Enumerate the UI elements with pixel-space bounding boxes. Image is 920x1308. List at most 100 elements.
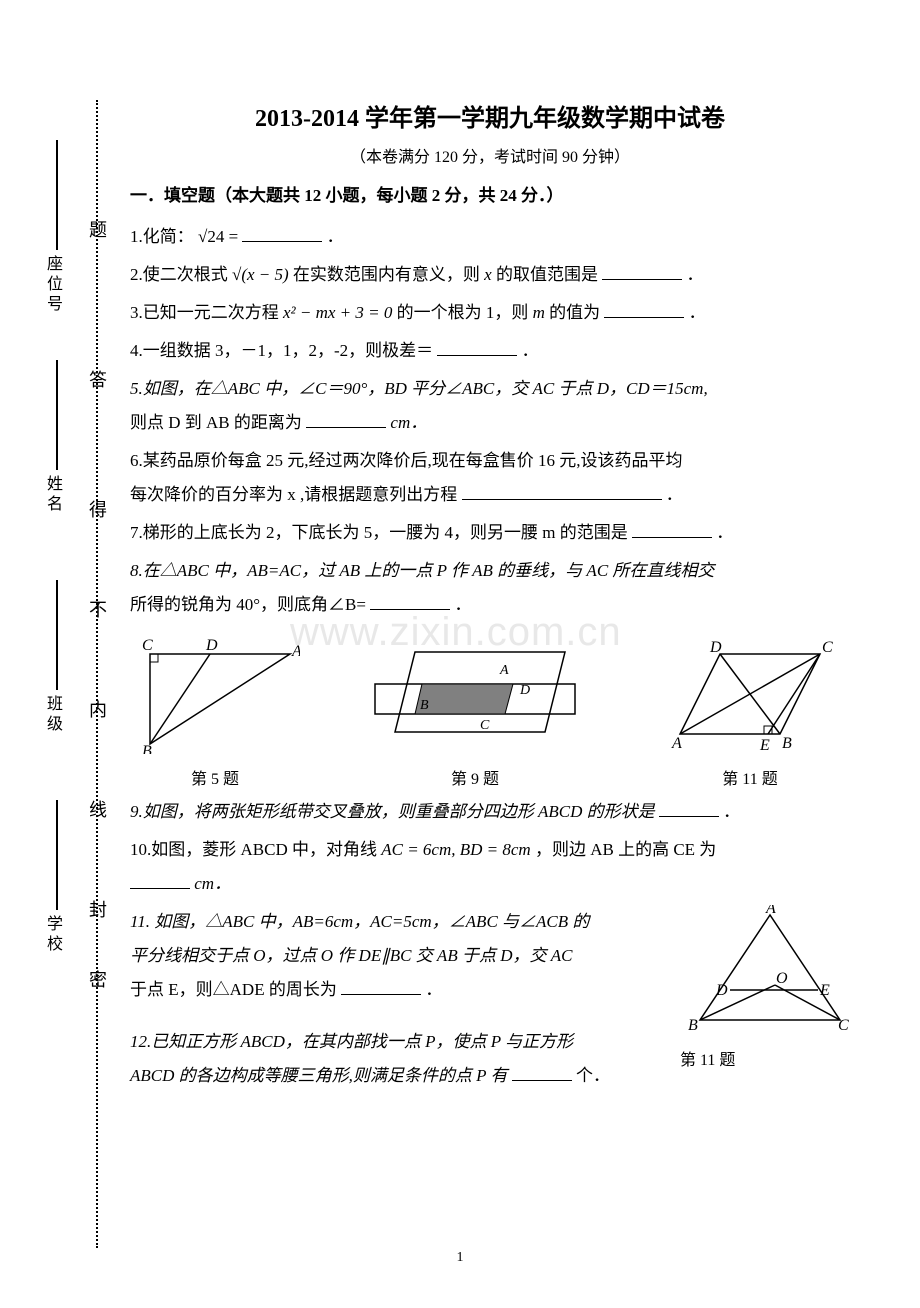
q1-before: 1.化简： <box>130 227 194 246</box>
seal-label-5: 线 <box>84 800 110 824</box>
svg-text:B: B <box>142 743 152 754</box>
q10-line2: cm． <box>194 874 231 893</box>
fig9-caption: 第 9 题 <box>365 765 585 789</box>
question-12: 12.已知正方形 ABCD，在其内部找一点 P，使点 P 与正方形 ABCD 的… <box>130 1025 850 1093</box>
figure-5-svg: C D A B <box>130 634 300 754</box>
q5-line2a: 则点 D 到 AB 的距离为 <box>130 413 302 432</box>
q10-before: 10.如图，菱形 ABCD 中，对角线 <box>130 840 381 859</box>
q3-tail: ． <box>689 303 706 322</box>
svg-text:E: E <box>759 737 770 754</box>
q8-blank[interactable] <box>370 593 450 610</box>
svg-text:D: D <box>205 637 218 654</box>
q3-after: 的值为 <box>549 303 600 322</box>
q2-mid: 在实数范围内有意义，则 <box>293 265 484 284</box>
q7-text: 7.梯形的上底长为 2，下底长为 5，一腰为 4，则另一腰 m 的范围是 <box>130 523 628 542</box>
q5-blank[interactable] <box>306 411 386 428</box>
binding-label-name: 姓名 <box>40 475 64 515</box>
svg-text:D: D <box>709 639 722 656</box>
question-9: 9.如图，将两张矩形纸带交叉叠放，则重叠部分四边形 ABCD 的形状是 ． <box>130 795 850 829</box>
figures-row: C D A B 第 5 题 A B C D 第 9 题 <box>130 634 850 789</box>
q11-line3a: 于点 E，则△ADE 的周长为 <box>130 980 337 999</box>
q2-blank[interactable] <box>602 263 682 280</box>
q3-blank[interactable] <box>604 301 684 318</box>
q12-blank[interactable] <box>512 1064 572 1081</box>
q8-line1: 8.在△ABC 中，AB=AC，过 AB 上的一点 P 作 AB 的垂线，与 A… <box>130 561 714 580</box>
q2-before: 2.使二次根式 <box>130 265 228 284</box>
question-6: 6.某药品原价每盒 25 元,经过两次降价后,现在每盒售价 16 元,设该药品平… <box>130 444 850 512</box>
page-number: 1 <box>457 1250 464 1266</box>
q3-var: m <box>533 303 545 322</box>
q4-tail: ． <box>522 341 539 360</box>
q11-tail: ． <box>425 980 442 999</box>
q3-before: 3.已知一元二次方程 <box>130 303 283 322</box>
question-10: 10.如图，菱形 ABCD 中，对角线 AC = 6cm, BD = 8cm ，… <box>130 833 850 901</box>
q2-var: x <box>484 265 492 284</box>
seal-label-4: 内 <box>84 700 110 724</box>
svg-text:A: A <box>671 735 682 752</box>
figure-5: C D A B 第 5 题 <box>130 634 300 789</box>
fig10-caption: 第 11 题 <box>650 765 850 789</box>
q8-tail: ． <box>454 595 471 614</box>
binding-label-seat: 座位号 <box>40 255 64 315</box>
q6-blank[interactable] <box>462 483 662 500</box>
q9-text: 9.如图，将两张矩形纸带交叉叠放，则重叠部分四边形 ABCD 的形状是 <box>130 802 655 821</box>
binding-label-school: 学校 <box>40 915 64 955</box>
svg-text:A: A <box>499 663 509 678</box>
svg-text:C: C <box>480 718 490 733</box>
seal-label-0: 题 <box>84 220 110 244</box>
q9-blank[interactable] <box>659 800 719 817</box>
q12-line2b: 个． <box>576 1066 610 1085</box>
main-content: 2013-2014 学年第一学期九年级数学期中试卷 （本卷满分 120 分，考试… <box>130 98 850 1097</box>
q10-expr: AC = 6cm, BD = 8cm <box>381 840 530 859</box>
q4-text: 4.一组数据 3，－1，1，2，-2，则极差＝ <box>130 341 433 360</box>
q3-expr: x² − mx + 3 = 0 <box>283 303 392 322</box>
q7-tail: ． <box>716 523 733 542</box>
q2-after: 的取值范围是 <box>496 265 598 284</box>
q2-expr: √(x − 5) <box>232 265 289 284</box>
q10-blank[interactable] <box>130 872 190 889</box>
q5-line2b: cm． <box>390 413 427 432</box>
q12-line1: 12.已知正方形 ABCD，在其内部找一点 P，使点 P 与正方形 <box>130 1032 573 1051</box>
figure-10-svg: A B C D E <box>650 634 850 754</box>
q1-after: ． <box>327 227 344 246</box>
svg-text:B: B <box>782 735 792 752</box>
seal-label-7: 密 <box>84 970 110 994</box>
q9-tail: ． <box>723 802 740 821</box>
q8-line2: 所得的锐角为 40°，则底角∠B= <box>130 595 366 614</box>
question-3: 3.已知一元二次方程 x² − mx + 3 = 0 的一个根为 1，则 m 的… <box>130 296 850 330</box>
dotted-fold-line <box>96 100 98 1248</box>
svg-text:C: C <box>142 637 153 654</box>
seal-label-6: 封 <box>84 900 110 924</box>
svg-text:A: A <box>291 643 300 660</box>
q11-line2: 平分线相交于点 O，过点 O 作 DE∥BC 交 AB 于点 D，交 AC <box>130 946 572 965</box>
q6-line2a: 每次降价的百分率为 x ,请根据题意列出方程 <box>130 485 457 504</box>
question-1: 1.化简： √24 = ． <box>130 220 850 254</box>
question-11: 11. 如图，△ABC 中，AB=6cm，AC=5cm，∠ABC 与∠ACB 的… <box>130 905 850 1007</box>
svg-text:B: B <box>420 698 429 713</box>
seal-label-1: 答 <box>84 370 110 394</box>
q12-line2a: ABCD 的各边构成等腰三角形,则满足条件的点 P 有 <box>130 1066 507 1085</box>
q4-blank[interactable] <box>437 339 517 356</box>
svg-text:D: D <box>519 683 530 698</box>
seal-label-3: 不 <box>84 600 110 624</box>
figure-9-svg: A B C D <box>365 634 585 754</box>
question-2: 2.使二次根式 √(x − 5) 在实数范围内有意义，则 x 的取值范围是 ． <box>130 258 850 292</box>
question-8: 8.在△ABC 中，AB=AC，过 AB 上的一点 P 作 AB 的垂线，与 A… <box>130 554 850 622</box>
q3-mid: 的一个根为 1，则 <box>397 303 533 322</box>
svg-text:C: C <box>822 639 833 656</box>
q6-tail: ． <box>666 485 683 504</box>
figure-9: A B C D 第 9 题 <box>365 634 585 789</box>
binding-label-class: 班级 <box>40 695 64 735</box>
exam-subtitle: （本卷满分 120 分，考试时间 90 分钟） <box>130 143 850 167</box>
q10-mid: ，则边 AB 上的高 CE 为 <box>535 840 716 859</box>
seal-label-2: 得 <box>84 500 110 524</box>
q1-blank[interactable] <box>242 225 322 242</box>
q7-blank[interactable] <box>632 521 712 538</box>
fig5-caption: 第 5 题 <box>130 765 300 789</box>
q11-line1: 11. 如图，△ABC 中，AB=6cm，AC=5cm，∠ABC 与∠ACB 的 <box>130 912 589 931</box>
q11-blank[interactable] <box>341 978 421 995</box>
question-5: 5.如图，在△ABC 中，∠C＝90°，BD 平分∠ABC，交 AC 于点 D，… <box>130 372 850 440</box>
q6-line1: 6.某药品原价每盒 25 元,经过两次降价后,现在每盒售价 16 元,设该药品平… <box>130 451 683 470</box>
binding-edge: 座位号 姓名 班级 学校 题 答 得 不 内 线 封 密 <box>56 100 106 1248</box>
q1-expr: √24 = <box>198 227 238 246</box>
